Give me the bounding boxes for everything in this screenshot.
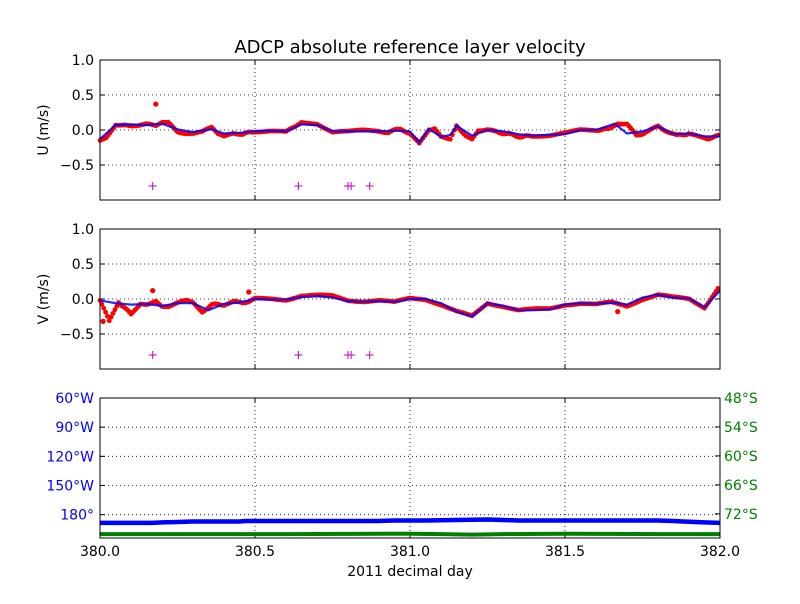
chart-title: ADCP absolute reference layer velocity (234, 37, 586, 58)
x-tick-label: 381.0 (390, 544, 430, 560)
flag-marker (148, 351, 157, 359)
outlier-point (100, 318, 106, 324)
panel-frame (99, 228, 721, 370)
lat-tick-label: 72°S (724, 507, 758, 523)
lat-tick-label: 60°S (724, 449, 758, 465)
y-tick-label: 1.0 (72, 53, 94, 69)
outlier-point (150, 288, 156, 294)
measured-point (106, 318, 112, 324)
y-tick-label: 0.0 (72, 292, 94, 308)
x-tick-label: 380.0 (80, 544, 120, 560)
flag-marker (148, 182, 157, 190)
lon-tick-label: 60°W (55, 391, 94, 407)
measured-point (715, 285, 721, 291)
flag-marker (365, 182, 374, 190)
y-tick-label: 0.5 (72, 257, 94, 273)
outlier-point (153, 101, 159, 107)
measured-point (108, 314, 114, 320)
measured-point (105, 313, 110, 319)
y-tick-label: −0.5 (60, 158, 94, 174)
smoothed-line (99, 289, 721, 318)
panel-u: 1.0 0.5 0.0 −0.5 (60, 53, 721, 201)
lat-tick-label: 54°S (724, 420, 758, 436)
measured-point (101, 305, 107, 311)
x-tick-label: 381.5 (545, 544, 585, 560)
lat-tick-label: 66°S (724, 478, 758, 494)
smoothed-line (99, 122, 720, 145)
panel-frame (99, 59, 721, 201)
lon-tick-label: 120°W (46, 449, 94, 465)
v-panel-ylabel: V (m/s) (36, 274, 52, 325)
lon-tick-label: 150°W (46, 479, 94, 495)
panel-frame (99, 397, 721, 539)
x-tick-label: 382.0 (700, 544, 740, 560)
x-axis-label: 2011 decimal day (347, 564, 472, 580)
lat-tick-label: 48°S (724, 391, 758, 407)
measured-point (103, 309, 108, 315)
outlier-point (615, 309, 621, 315)
flag-marker (365, 351, 374, 359)
outlier-point (246, 289, 252, 295)
panel-v: 1.0 0.5 0.0 −0.5 (60, 222, 721, 370)
latitude-line (100, 531, 720, 537)
y-tick-label: 1.0 (72, 222, 94, 238)
y-tick-label: 0.5 (72, 88, 94, 104)
flag-marker (347, 182, 356, 190)
flag-marker (347, 351, 356, 359)
panel-position: 60°W 90°W 120°W 150°W 180° 48°S 54°S 60°S 66°S 72… (46, 391, 757, 560)
measured-point (112, 307, 118, 313)
lon-tick-label: 90°W (55, 420, 94, 436)
measured-point (447, 136, 453, 142)
flag-marker (294, 182, 303, 190)
y-tick-label: −0.5 (60, 327, 94, 343)
y-tick-label: 0.0 (72, 123, 94, 139)
flag-marker (294, 351, 303, 359)
x-tick-label: 380.5 (235, 544, 275, 560)
u-panel-ylabel: U (m/s) (36, 104, 52, 155)
measured-point (99, 301, 105, 307)
lon-tick-label: 180° (60, 508, 94, 524)
measured-point (110, 310, 116, 316)
longitude-line (100, 517, 721, 526)
measured-point (114, 303, 120, 309)
